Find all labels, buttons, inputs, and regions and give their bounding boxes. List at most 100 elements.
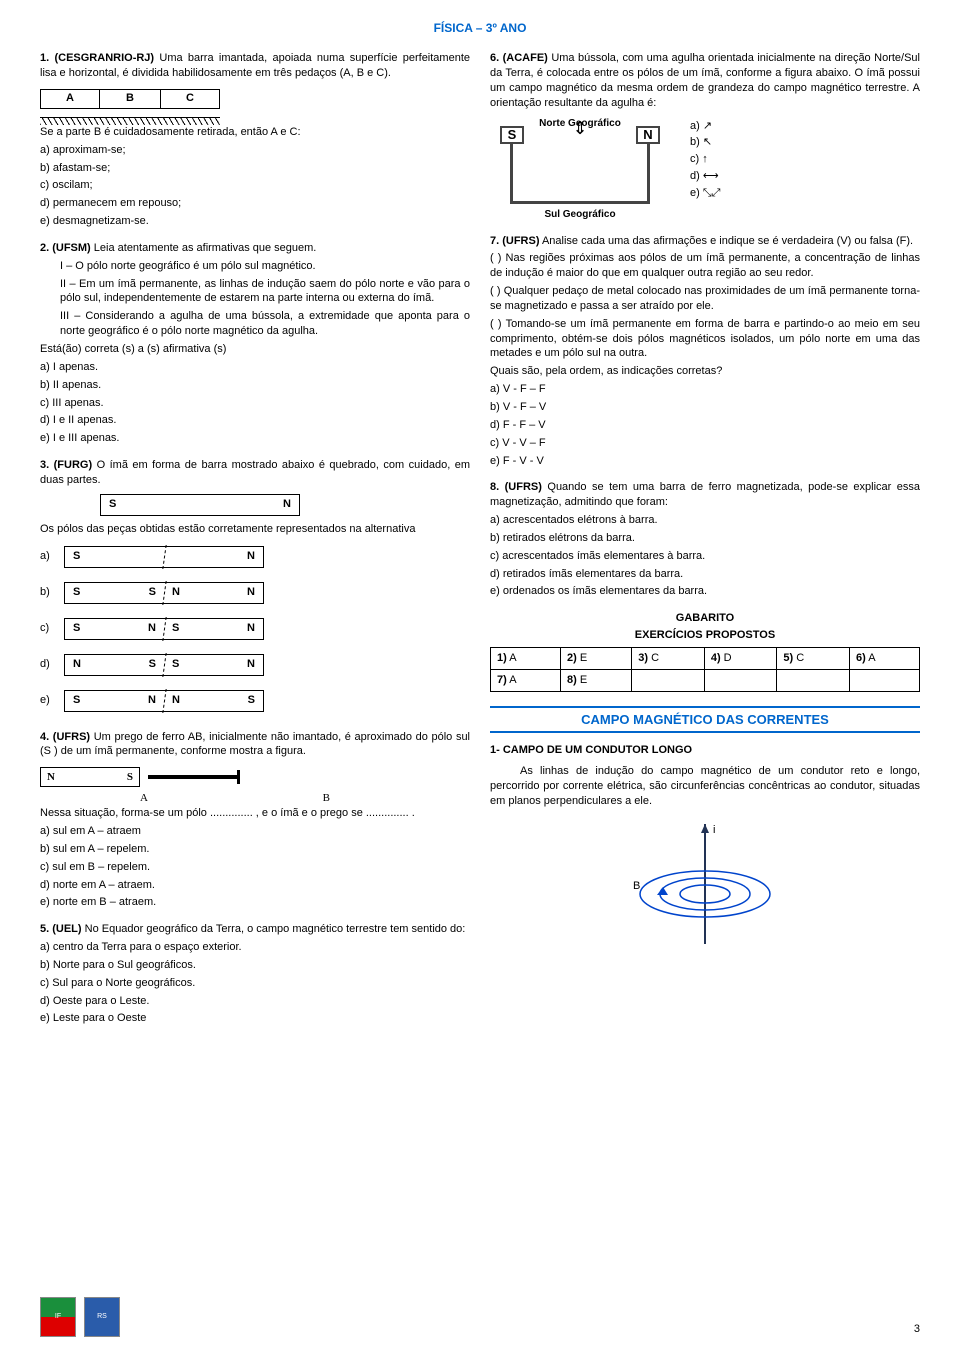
- q3c-4: N: [247, 621, 255, 636]
- field-b-label: B: [633, 880, 640, 892]
- q3-title: 3. (FURG): [40, 459, 92, 471]
- q5-opt-b: b) Norte para o Sul geográficos.: [40, 958, 470, 973]
- q3-text: O ímã em forma de barra mostrado abaixo …: [40, 459, 470, 486]
- q7-opt-d: d) F - F – V: [490, 418, 920, 433]
- q7-a1: ( ) Nas regiões próximas aos pólos de um…: [490, 251, 920, 281]
- q3e-2: N: [148, 693, 156, 708]
- q3-opt-d-label: d): [40, 657, 56, 672]
- gab-2v: E: [577, 652, 587, 664]
- question-1: 1. (CESGRANRIO-RJ) Uma barra imantada, a…: [40, 51, 470, 229]
- q4-title: 4. (UFRS): [40, 731, 90, 743]
- left-column: 1. (CESGRANRIO-RJ) Uma barra imantada, a…: [40, 51, 470, 1038]
- q6-opt-a: a) ↗: [690, 119, 720, 134]
- question-5: 5. (UEL) No Equador geográfico da Terra,…: [40, 922, 470, 1026]
- question-3: 3. (FURG) O ímã em forma de barra mostra…: [40, 458, 470, 718]
- q3-opt-c-row: c) SN SN: [40, 612, 470, 646]
- gabarito-table: 1) A 2) E 3) C 4) D 5) C 6) A 7) A 8) E: [490, 647, 920, 692]
- gab-7: 7): [497, 674, 507, 686]
- q3d-2: S: [149, 657, 156, 672]
- gab-3v: C: [648, 652, 659, 664]
- q4-figure: N S: [40, 767, 470, 787]
- q2-opt-b: b) II apenas.: [40, 378, 470, 393]
- q2-i: I – O pólo norte geográfico é um pólo su…: [40, 259, 470, 274]
- q4-opt-e: e) norte em B – atraem.: [40, 895, 470, 910]
- q5-opt-c: c) Sul para o Norte geográficos.: [40, 976, 470, 991]
- gab-2: 2): [567, 652, 577, 664]
- nail-B: B: [323, 791, 330, 806]
- q3b-3: N: [172, 585, 180, 600]
- q3b-2: S: [149, 585, 156, 600]
- q2-ii: II – Em um ímã permanente, as linhas de …: [40, 277, 470, 307]
- q7-opt-a: a) V - F – F: [490, 382, 920, 397]
- gab-4: 4): [711, 652, 721, 664]
- q7-a3: ( ) Tomando-se um ímã permanente em form…: [490, 317, 920, 362]
- right-column: 6. (ACAFE) Uma bússola, com uma agulha o…: [490, 51, 920, 1038]
- q5-text: No Equador geográfico da Terra, o campo …: [82, 923, 466, 935]
- q3d-3: S: [172, 657, 179, 672]
- u-magnet-icon: S N ⇕: [510, 134, 650, 204]
- pole-s: S: [500, 126, 524, 144]
- q7-opt-c: c) V - V – F: [490, 436, 920, 451]
- footer-logos: IF RS: [40, 1297, 120, 1337]
- q3-opt-c-label: c): [40, 621, 56, 636]
- q2-opt-d: d) I e II apenas.: [40, 413, 470, 428]
- q2-opt-a: a) I apenas.: [40, 360, 470, 375]
- gab-6: 6): [856, 652, 866, 664]
- nail-shaft: [148, 775, 238, 779]
- q1-figure: A B C: [40, 89, 470, 125]
- content-columns: 1. (CESGRANRIO-RJ) Uma barra imantada, a…: [40, 51, 920, 1038]
- q6-title: 6. (ACAFE): [490, 52, 548, 64]
- q3e-1: S: [73, 693, 80, 708]
- q2-title: 2. (UFSM): [40, 242, 91, 254]
- q3-stem: Os pólos das peças obtidas estão correta…: [40, 522, 470, 537]
- q7-opt-e: e) F - V - V: [490, 454, 920, 469]
- nail-S: S: [127, 770, 133, 785]
- q3-opt-b-row: b) SS NN: [40, 576, 470, 610]
- q7-stem: Quais são, pela ordem, as indicações cor…: [490, 364, 920, 379]
- nail-A: A: [140, 791, 148, 806]
- q2-stem: Está(ão) correta (s) a (s) afirmativa (s…: [40, 342, 470, 357]
- q3a-4: N: [247, 549, 255, 564]
- sul-geo-label: Sul Geográfico: [490, 208, 670, 222]
- gabarito-title: GABARITO: [490, 611, 920, 626]
- q3-original-bar: S N: [100, 494, 470, 516]
- q3d-1: N: [73, 657, 81, 672]
- q2-opt-e: e) I e III apenas.: [40, 431, 470, 446]
- q8-opt-d: d) retirados ímãs elementares da barra.: [490, 567, 920, 582]
- q3-opt-e-label: e): [40, 693, 56, 708]
- q8-title: 8. (UFRS): [490, 481, 542, 493]
- q4-opt-c: c) sul em B – repelem.: [40, 860, 470, 875]
- q5-opt-d: d) Oeste para o Leste.: [40, 994, 470, 1009]
- gab-5v: C: [793, 652, 804, 664]
- q1-opt-d: d) permanecem em repouso;: [40, 196, 470, 211]
- q6-figure: Norte Geográfico S N ⇕ Sul Geográfico a)…: [490, 117, 920, 222]
- page-number: 3: [914, 1322, 920, 1337]
- q4-nail-labels: A B: [140, 791, 330, 806]
- q4-stem: Nessa situação, forma-se um pólo .......…: [40, 806, 470, 821]
- gab-6v: A: [866, 652, 876, 664]
- bar-seg-c: C: [160, 89, 220, 109]
- q3d-4: N: [247, 657, 255, 672]
- gab-7v: A: [507, 674, 517, 686]
- gab-1v: A: [507, 652, 517, 664]
- gabarito-block: GABARITO EXERCÍCIOS PROPOSTOS 1) A 2) E …: [490, 611, 920, 691]
- q4-opt-b: b) sul em A – repelem.: [40, 842, 470, 857]
- gab-3: 3): [638, 652, 648, 664]
- compass-needle-icon: ⇕: [572, 116, 587, 140]
- question-2: 2. (UFSM) Leia atentamente as afirmativa…: [40, 241, 470, 446]
- q4-text: Um prego de ferro AB, inicialmente não i…: [40, 731, 470, 758]
- q3c-3: S: [172, 621, 179, 636]
- q1-opt-c: c) oscilam;: [40, 178, 470, 193]
- q3c-1: S: [73, 621, 80, 636]
- bar-s-label: S: [109, 497, 116, 512]
- q6-opt-c: c) ↑: [690, 152, 720, 167]
- q2-opt-c: c) III apenas.: [40, 396, 470, 411]
- if-logo-icon: IF: [40, 1297, 76, 1337]
- q3-opt-d-row: d) N S S N: [40, 648, 470, 682]
- q5-title: 5. (UEL): [40, 923, 82, 935]
- q1-opt-a: a) aproximam-se;: [40, 143, 470, 158]
- gab-5: 5): [783, 652, 793, 664]
- q1-stem: Se a parte B é cuidadosamente retirada, …: [40, 125, 470, 140]
- q5-opt-e: e) Leste para o Oeste: [40, 1011, 470, 1026]
- q6-opt-d: d) ⟷: [690, 169, 720, 184]
